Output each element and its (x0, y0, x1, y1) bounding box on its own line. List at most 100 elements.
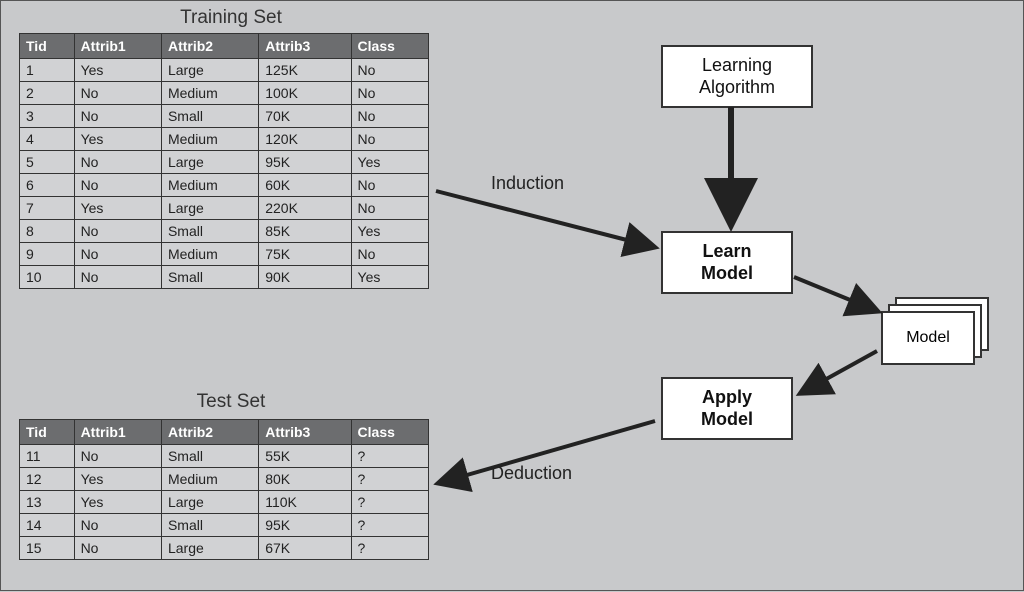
table-cell: 12 (20, 468, 75, 491)
table-cell: No (351, 174, 428, 197)
table-row: 7YesLarge220KNo (20, 197, 429, 220)
table-row: 15NoLarge67K? (20, 537, 429, 560)
table-header-row: Tid Attrib1 Attrib2 Attrib3 Class (20, 420, 429, 445)
col-attrib2: Attrib2 (161, 420, 258, 445)
table-row: 6NoMedium60KNo (20, 174, 429, 197)
table-cell: Medium (161, 243, 258, 266)
table-cell: 100K (259, 82, 351, 105)
table-cell: Large (161, 197, 258, 220)
table-cell: Large (161, 491, 258, 514)
table-row: 13YesLarge110K? (20, 491, 429, 514)
table-cell: No (74, 220, 161, 243)
table-cell: 7 (20, 197, 75, 220)
table-cell: No (74, 445, 161, 468)
table-cell: ? (351, 537, 428, 560)
table-cell: 75K (259, 243, 351, 266)
table-row: 11NoSmall55K? (20, 445, 429, 468)
table-row: 8NoSmall85KYes (20, 220, 429, 243)
table-cell: 85K (259, 220, 351, 243)
table-cell: Small (161, 105, 258, 128)
table-cell: Medium (161, 174, 258, 197)
table-cell: Large (161, 151, 258, 174)
table-cell: 2 (20, 82, 75, 105)
table-cell: 5 (20, 151, 75, 174)
table-cell: Yes (74, 197, 161, 220)
table-cell: Yes (74, 491, 161, 514)
table-cell: 95K (259, 151, 351, 174)
table-cell: 70K (259, 105, 351, 128)
table-cell: No (351, 243, 428, 266)
model-card-front: Model (881, 311, 975, 365)
table-cell: 67K (259, 537, 351, 560)
table-cell: 9 (20, 243, 75, 266)
table-header-row: Tid Attrib1 Attrib2 Attrib3 Class (20, 34, 429, 59)
col-class: Class (351, 34, 428, 59)
learning-algorithm-box: LearningAlgorithm (661, 45, 813, 108)
col-tid: Tid (20, 420, 75, 445)
table-cell: Medium (161, 82, 258, 105)
table-cell: 15 (20, 537, 75, 560)
arrow-model-to-apply (801, 351, 877, 393)
table-cell: Large (161, 59, 258, 82)
table-cell: Small (161, 220, 258, 243)
table-cell: 1 (20, 59, 75, 82)
deduction-label: Deduction (491, 463, 572, 484)
table-cell: No (351, 128, 428, 151)
test-set-title: Test Set (131, 391, 331, 413)
table-row: 12YesMedium80K? (20, 468, 429, 491)
table-cell: Yes (351, 266, 428, 289)
induction-label: Induction (491, 173, 564, 194)
table-cell: No (74, 514, 161, 537)
table-cell: 8 (20, 220, 75, 243)
learn-model-box: LearnModel (661, 231, 793, 294)
table-cell: Large (161, 537, 258, 560)
test-table: Tid Attrib1 Attrib2 Attrib3 Class 11NoSm… (19, 419, 429, 560)
table-row: 2NoMedium100KNo (20, 82, 429, 105)
table-cell: Yes (351, 151, 428, 174)
table-cell: 55K (259, 445, 351, 468)
table-cell: Yes (74, 59, 161, 82)
table-row: 1YesLarge125KNo (20, 59, 429, 82)
table-cell: Yes (351, 220, 428, 243)
table-cell: No (74, 82, 161, 105)
table-cell: Medium (161, 128, 258, 151)
apply-model-box: ApplyModel (661, 377, 793, 440)
table-cell: ? (351, 491, 428, 514)
arrow-induction (436, 191, 654, 247)
table-cell: ? (351, 514, 428, 537)
table-cell: 220K (259, 197, 351, 220)
table-row: 4YesMedium120KNo (20, 128, 429, 151)
table-cell: 4 (20, 128, 75, 151)
table-cell: No (351, 82, 428, 105)
col-attrib1: Attrib1 (74, 420, 161, 445)
table-cell: Small (161, 266, 258, 289)
table-cell: No (74, 174, 161, 197)
table-cell: No (351, 59, 428, 82)
table-row: 3NoSmall70KNo (20, 105, 429, 128)
col-attrib3: Attrib3 (259, 34, 351, 59)
table-cell: 80K (259, 468, 351, 491)
arrow-learn-to-model (794, 277, 877, 311)
table-row: 14NoSmall95K? (20, 514, 429, 537)
table-cell: No (351, 197, 428, 220)
table-cell: 120K (259, 128, 351, 151)
col-attrib2: Attrib2 (161, 34, 258, 59)
table-cell: 6 (20, 174, 75, 197)
table-cell: No (74, 266, 161, 289)
training-table: Tid Attrib1 Attrib2 Attrib3 Class 1YesLa… (19, 33, 429, 289)
table-cell: Small (161, 514, 258, 537)
table-cell: 110K (259, 491, 351, 514)
table-cell: No (74, 537, 161, 560)
table-row: 9NoMedium75KNo (20, 243, 429, 266)
model-stack: Model (881, 297, 981, 361)
table-cell: No (74, 151, 161, 174)
col-attrib3: Attrib3 (259, 420, 351, 445)
col-class: Class (351, 420, 428, 445)
table-cell: 13 (20, 491, 75, 514)
table-cell: 95K (259, 514, 351, 537)
table-cell: 3 (20, 105, 75, 128)
table-cell: 125K (259, 59, 351, 82)
table-row: 10NoSmall90KYes (20, 266, 429, 289)
table-cell: 90K (259, 266, 351, 289)
col-tid: Tid (20, 34, 75, 59)
